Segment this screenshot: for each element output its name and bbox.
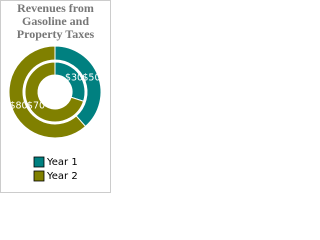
legend-label: Year 2 (46, 171, 78, 182)
data-label: $30 (65, 73, 83, 84)
data-label: $80 (9, 100, 27, 111)
legend-swatch (33, 170, 45, 182)
data-label: $70 (27, 100, 45, 111)
chart: Revenues from Gasoline and Property Taxes … (0, 0, 111, 193)
data-label: $50 (82, 73, 100, 84)
chart-title: Revenues from Gasoline and Property Taxes (17, 1, 95, 41)
legend-label: Year 1 (46, 157, 78, 168)
legend-swatch (33, 156, 45, 168)
donut-slice (24, 61, 85, 123)
donut-slice (8, 45, 87, 139)
